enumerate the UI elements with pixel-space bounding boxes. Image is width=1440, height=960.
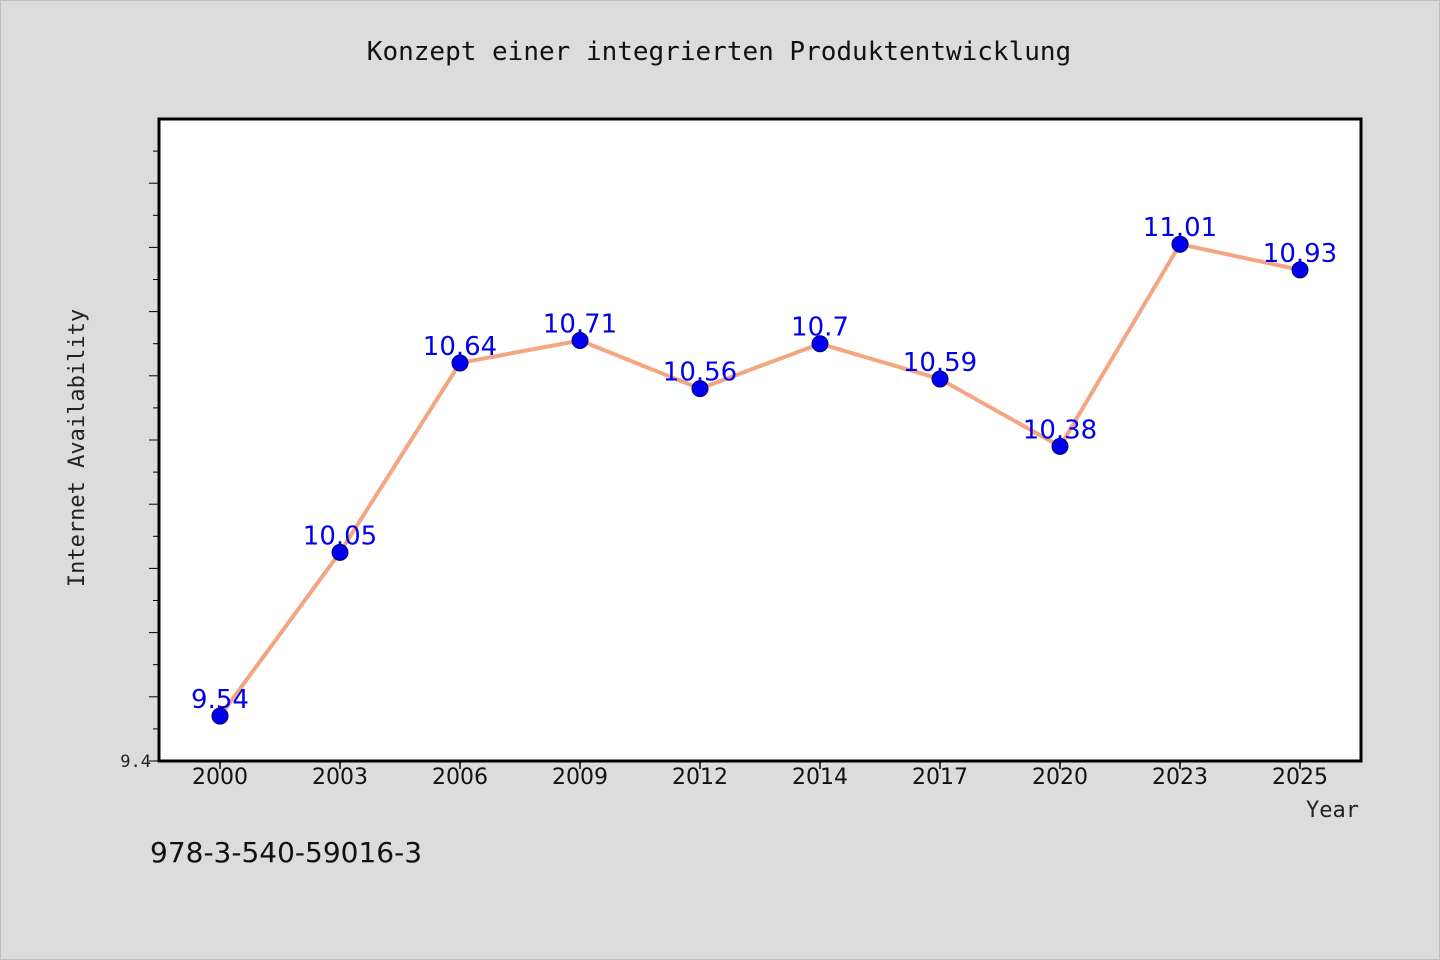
y-tick-label: 9.4: [120, 752, 151, 772]
x-tick-label: 2000: [192, 765, 248, 790]
series-layer: [211, 235, 1309, 725]
data-point: [451, 354, 469, 372]
data-label: 10.05: [303, 521, 377, 551]
y-axis-label: Internet Availability: [65, 309, 90, 587]
data-label: 10.71: [543, 309, 617, 339]
isbn-footer: 978-3-540-59016-3: [150, 836, 422, 869]
x-tick-label: 2014: [792, 765, 848, 790]
data-point: [211, 707, 229, 725]
x-axis-ticks: 2000 2003 2006 2009 2012 2014 2017 2020 2023 2025: [192, 761, 1328, 790]
data-point: [931, 370, 949, 388]
x-tick-label: 2003: [312, 765, 368, 790]
chart-title: Konzept einer integrierten Produktentwic…: [367, 37, 1071, 67]
x-tick-label: 2009: [552, 765, 608, 790]
data-label: 10.59: [903, 348, 977, 378]
data-point: [331, 543, 349, 561]
data-point: [811, 335, 829, 353]
data-label: 10.38: [1023, 415, 1097, 445]
x-tick-label: 2023: [1152, 765, 1208, 790]
data-label: 10.64: [423, 332, 497, 362]
x-tick-label: 2012: [672, 765, 728, 790]
plot-area: [157, 117, 1363, 763]
x-tick-label: 2017: [912, 765, 968, 790]
data-point: [571, 331, 589, 349]
x-axis-label: Year: [1306, 798, 1359, 823]
data-labels: 9.54 10.05 10.64 10.71 10.56 10.7 10.59 10.38 11…: [191, 213, 1337, 715]
data-label: 9.54: [191, 685, 249, 715]
data-point: [1171, 235, 1189, 253]
data-point: [691, 380, 709, 398]
data-label: 10.56: [663, 358, 737, 388]
data-point: [1051, 437, 1069, 455]
y-axis-ticks: 9.4: [120, 150, 159, 772]
data-label: 10.7: [791, 313, 849, 343]
series-line: [218, 242, 1302, 719]
x-tick-label: 2020: [1032, 765, 1088, 790]
data-label: 11.01: [1143, 213, 1217, 243]
data-label: 10.93: [1263, 239, 1337, 269]
x-tick-label: 2006: [432, 765, 488, 790]
x-tick-label: 2025: [1272, 765, 1328, 790]
data-point: [1291, 261, 1309, 279]
